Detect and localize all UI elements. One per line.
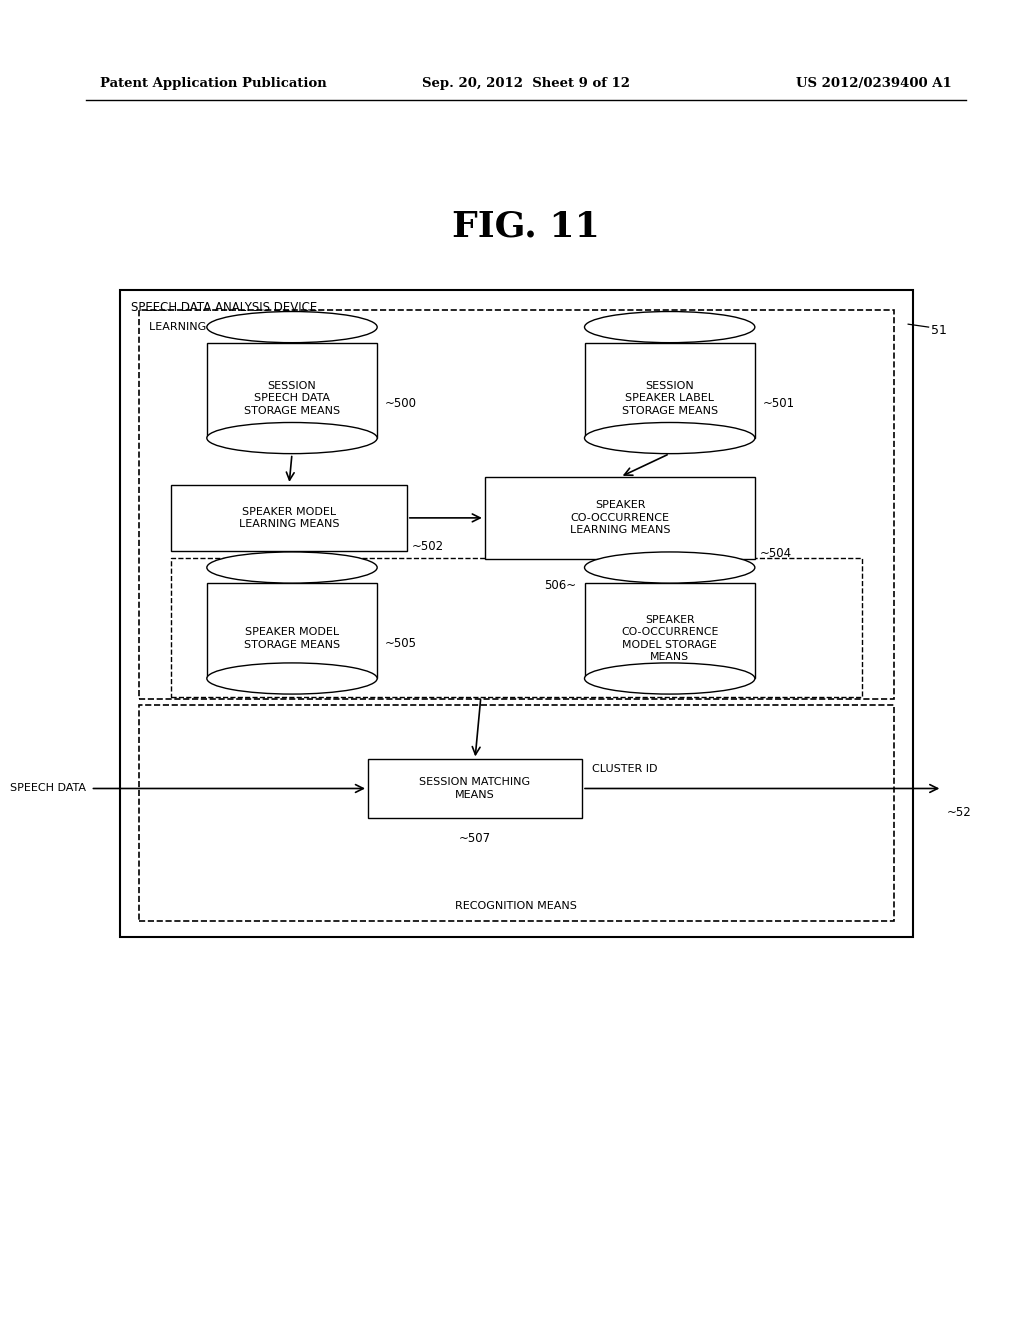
Bar bbox=[171, 558, 862, 697]
Text: SPEAKER MODEL
LEARNING MEANS: SPEAKER MODEL LEARNING MEANS bbox=[239, 507, 339, 529]
Text: RECOGNITION MEANS: RECOGNITION MEANS bbox=[456, 902, 578, 911]
Ellipse shape bbox=[207, 422, 377, 454]
Text: ~500: ~500 bbox=[385, 396, 417, 409]
Ellipse shape bbox=[207, 312, 377, 343]
Text: SPEECH DATA: SPEECH DATA bbox=[9, 784, 86, 793]
Text: 506~: 506~ bbox=[545, 578, 577, 591]
Bar bbox=[484, 477, 756, 558]
Text: SPEAKER MODEL
STORAGE MEANS: SPEAKER MODEL STORAGE MEANS bbox=[244, 627, 340, 649]
Text: SPEAKER
CO-OCCURRENCE
MODEL STORAGE
MEANS: SPEAKER CO-OCCURRENCE MODEL STORAGE MEAN… bbox=[621, 615, 719, 663]
Text: US 2012/0239400 A1: US 2012/0239400 A1 bbox=[797, 78, 952, 90]
Bar bbox=[139, 310, 894, 698]
Ellipse shape bbox=[207, 552, 377, 583]
Text: Patent Application Publication: Patent Application Publication bbox=[100, 78, 327, 90]
Text: SESSION MATCHING
MEANS: SESSION MATCHING MEANS bbox=[420, 777, 530, 800]
Bar bbox=[585, 583, 755, 678]
Text: ~507: ~507 bbox=[459, 833, 492, 845]
Text: SPEAKER
CO-OCCURRENCE
LEARNING MEANS: SPEAKER CO-OCCURRENCE LEARNING MEANS bbox=[569, 500, 671, 536]
Text: SESSION
SPEECH DATA
STORAGE MEANS: SESSION SPEECH DATA STORAGE MEANS bbox=[244, 380, 340, 416]
Text: ~52: ~52 bbox=[947, 807, 972, 818]
Text: SPEECH DATA ANALYSIS DEVICE: SPEECH DATA ANALYSIS DEVICE bbox=[131, 301, 317, 314]
Ellipse shape bbox=[585, 422, 755, 454]
Bar bbox=[120, 290, 913, 937]
Bar bbox=[171, 484, 407, 550]
Text: 51: 51 bbox=[931, 325, 946, 338]
Text: CLUSTER ID: CLUSTER ID bbox=[592, 764, 657, 774]
Ellipse shape bbox=[207, 663, 377, 694]
Ellipse shape bbox=[585, 552, 755, 583]
Text: Sep. 20, 2012  Sheet 9 of 12: Sep. 20, 2012 Sheet 9 of 12 bbox=[422, 78, 630, 90]
Text: ~502: ~502 bbox=[412, 540, 443, 553]
Text: LEARNING MEANS: LEARNING MEANS bbox=[148, 322, 250, 333]
Ellipse shape bbox=[585, 663, 755, 694]
Bar bbox=[139, 705, 894, 921]
Text: ~505: ~505 bbox=[385, 638, 417, 649]
Bar bbox=[207, 583, 377, 678]
Bar bbox=[585, 343, 755, 438]
Text: ~501: ~501 bbox=[763, 396, 795, 409]
Text: ~504: ~504 bbox=[760, 548, 793, 561]
Bar bbox=[207, 343, 377, 438]
Text: SESSION
SPEAKER LABEL
STORAGE MEANS: SESSION SPEAKER LABEL STORAGE MEANS bbox=[622, 380, 718, 416]
Bar bbox=[368, 759, 582, 817]
Ellipse shape bbox=[585, 312, 755, 343]
Text: FIG. 11: FIG. 11 bbox=[452, 210, 600, 244]
